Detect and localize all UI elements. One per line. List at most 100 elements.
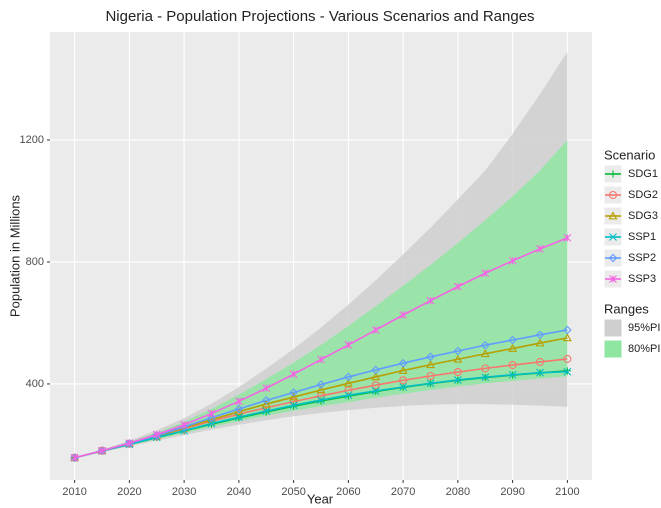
marker (234, 397, 243, 406)
marker (609, 170, 617, 178)
legend-label: SSP1 (628, 231, 656, 243)
y-tick-label: 400 (26, 378, 44, 390)
y-tick-label: 1200 (20, 134, 44, 146)
marker (481, 269, 490, 278)
marker (480, 340, 490, 350)
marker (344, 386, 353, 395)
marker (453, 346, 463, 356)
legend-title: Scenario (604, 147, 655, 162)
marker (508, 370, 517, 379)
marker (371, 326, 380, 334)
marker (563, 354, 572, 363)
x-tick-label: 2010 (62, 486, 86, 498)
marker (289, 401, 298, 410)
x-tick-label: 2100 (555, 486, 579, 498)
marker (261, 399, 271, 408)
marker (563, 233, 572, 242)
marker (343, 378, 353, 387)
x-tick-label: 2080 (446, 486, 470, 498)
marker (481, 373, 490, 382)
marker (426, 296, 435, 305)
marker (508, 360, 517, 370)
marker (234, 404, 244, 414)
marker (289, 392, 299, 401)
marker (508, 335, 517, 345)
marker (399, 311, 408, 319)
band (74, 139, 568, 458)
marker (262, 407, 271, 415)
legend-label: SDG3 (628, 210, 658, 222)
x-tick-label: 2070 (391, 486, 415, 498)
legend-label: SSP2 (628, 252, 656, 264)
marker (207, 419, 216, 428)
legend-label: SDG2 (628, 189, 658, 201)
x-tick-label: 2040 (227, 486, 251, 498)
x-axis-title: Year (307, 491, 334, 506)
marker (398, 365, 408, 374)
x-tick-label: 2060 (336, 486, 360, 498)
marker (234, 413, 243, 422)
marker (426, 371, 435, 381)
marker (562, 333, 572, 342)
marker (426, 360, 435, 369)
marker (608, 190, 618, 200)
marker (371, 365, 381, 375)
marker (344, 391, 353, 400)
marker (453, 282, 462, 291)
legend-title: Ranges (604, 301, 649, 316)
marker (480, 349, 490, 358)
legend-key (603, 318, 623, 338)
marker (317, 355, 325, 364)
marker (289, 370, 298, 379)
marker (609, 275, 617, 283)
marker (535, 338, 545, 347)
marker (453, 376, 462, 384)
marker (536, 244, 544, 253)
marker (262, 384, 271, 393)
marker (261, 396, 271, 405)
marker (371, 381, 380, 390)
marker (481, 364, 490, 373)
marker (563, 367, 572, 376)
marker (316, 380, 326, 389)
marker (453, 367, 462, 377)
marker (608, 253, 618, 263)
legend-label: SDG1 (628, 168, 658, 180)
marker (317, 396, 325, 404)
x-tick-label: 2020 (117, 486, 141, 498)
legend-label: SSP3 (628, 273, 656, 285)
marker (399, 383, 408, 391)
marker (535, 357, 545, 367)
x-tick-label: 2050 (281, 486, 305, 498)
marker (536, 368, 544, 377)
chart-title: Nigeria - Population Projections - Vario… (105, 8, 534, 25)
marker (563, 367, 571, 375)
marker (508, 343, 518, 352)
marker (399, 376, 408, 385)
y-tick-label: 800 (26, 256, 44, 268)
marker (344, 341, 353, 349)
marker (125, 439, 134, 447)
marker (398, 358, 408, 368)
marker (535, 330, 545, 340)
marker (371, 372, 381, 381)
marker (180, 420, 189, 429)
marker (289, 388, 298, 397)
y-axis-title: Population in Millions (7, 194, 22, 317)
marker (371, 387, 380, 395)
legend-label: 95%PI (628, 322, 660, 334)
marker (70, 453, 79, 462)
x-tick-label: 2090 (500, 486, 524, 498)
legend-label: 80%PI (628, 343, 660, 355)
marker (152, 430, 161, 439)
marker (316, 385, 326, 394)
x-tick-label: 2030 (172, 486, 196, 498)
marker (609, 233, 617, 241)
marker (563, 325, 572, 335)
marker (426, 379, 435, 388)
marker (508, 256, 517, 265)
marker (426, 352, 435, 362)
marker (453, 354, 463, 363)
marker (608, 211, 618, 220)
